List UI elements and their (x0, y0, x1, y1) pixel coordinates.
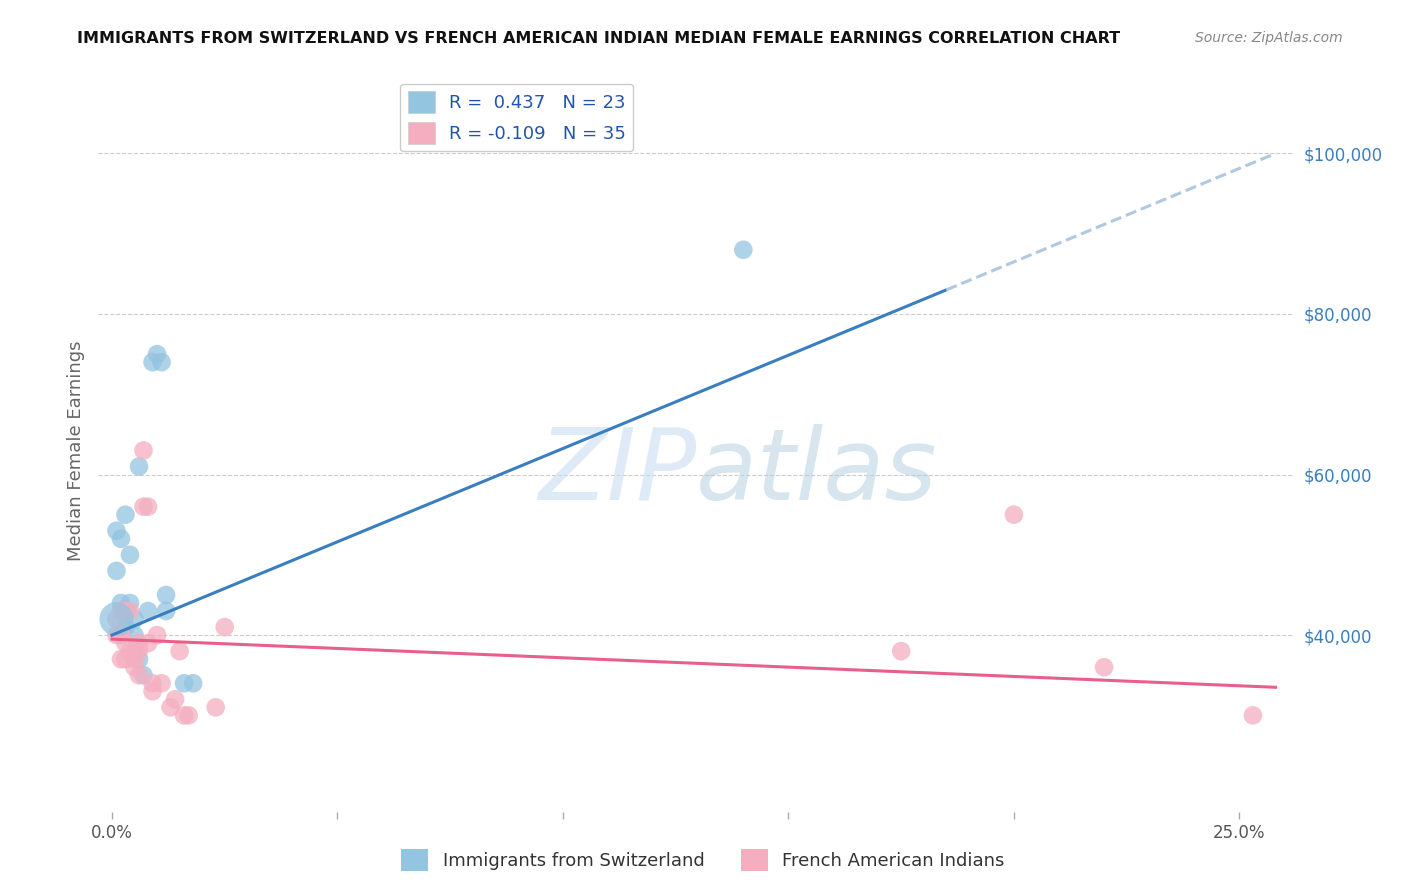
Y-axis label: Median Female Earnings: Median Female Earnings (66, 340, 84, 561)
Point (110, 532, 132, 546)
Point (141, 676, 163, 690)
Point (105, 612, 128, 626)
Point (141, 684, 163, 698)
Point (181, 676, 204, 690)
Point (150, 676, 173, 690)
Point (128, 636, 150, 650)
Point (159, 700, 181, 714)
Point (105, 628, 128, 642)
Point (173, 676, 195, 690)
Point (128, 459, 150, 474)
Point (155, 604, 177, 618)
Point (105, 564, 128, 578)
Point (132, 500, 155, 514)
Point (124, 660, 146, 674)
Point (733, 243, 755, 257)
Point (124, 644, 146, 658)
Point (110, 596, 132, 610)
Point (114, 652, 136, 666)
Point (141, 355, 163, 369)
Legend: Immigrants from Switzerland, French American Indians: Immigrants from Switzerland, French Amer… (394, 842, 1012, 879)
Point (132, 668, 155, 682)
Point (110, 628, 132, 642)
Point (204, 700, 226, 714)
Point (114, 636, 136, 650)
Point (146, 628, 169, 642)
Point (1241, 708, 1264, 723)
Point (105, 612, 128, 626)
Point (114, 604, 136, 618)
Point (155, 588, 177, 602)
Point (114, 604, 136, 618)
Point (118, 604, 141, 618)
Point (118, 596, 141, 610)
Legend: R =  0.437   N = 23, R = -0.109   N = 35: R = 0.437 N = 23, R = -0.109 N = 35 (401, 84, 633, 152)
Point (136, 604, 159, 618)
Text: ZIP: ZIP (537, 424, 696, 521)
Point (177, 708, 200, 723)
Text: IMMIGRANTS FROM SWITZERLAND VS FRENCH AMERICAN INDIAN MEDIAN FEMALE EARNINGS COR: IMMIGRANTS FROM SWITZERLAND VS FRENCH AM… (77, 31, 1121, 46)
Point (132, 443, 155, 458)
Point (128, 652, 150, 666)
Point (105, 524, 128, 538)
Point (118, 548, 141, 562)
Point (1002, 508, 1025, 522)
Point (890, 644, 912, 658)
Point (128, 644, 150, 658)
Point (169, 644, 191, 658)
Point (173, 708, 195, 723)
Point (124, 652, 146, 666)
Point (118, 644, 141, 658)
Point (128, 668, 150, 682)
Point (136, 636, 159, 650)
Point (110, 604, 132, 618)
Point (165, 692, 187, 706)
Text: Source: ZipAtlas.com: Source: ZipAtlas.com (1195, 31, 1343, 45)
Point (136, 500, 159, 514)
Point (1092, 660, 1115, 674)
Point (124, 612, 146, 626)
Text: atlas: atlas (696, 424, 938, 521)
Point (150, 355, 173, 369)
Point (114, 508, 136, 522)
Point (214, 620, 236, 634)
Point (146, 347, 169, 361)
Point (110, 652, 132, 666)
Point (124, 628, 146, 642)
Point (114, 620, 136, 634)
